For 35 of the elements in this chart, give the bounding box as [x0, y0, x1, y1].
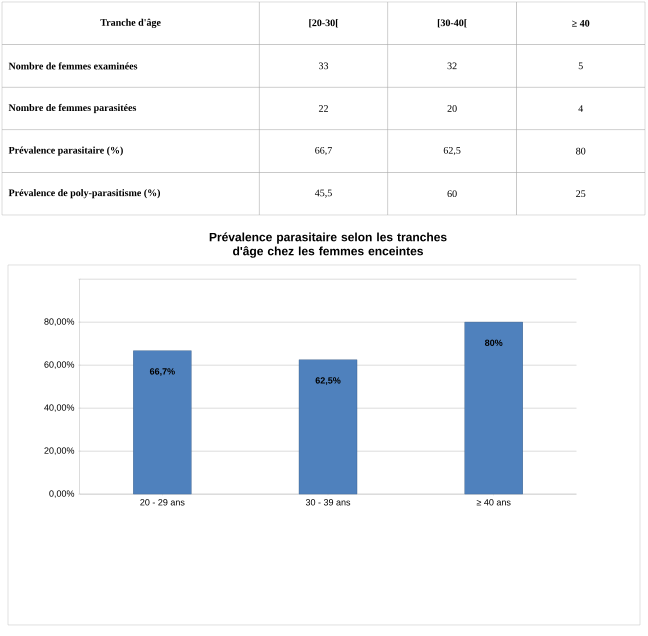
text: 32 — [448, 62, 457, 70]
text: Prévalence parasitaire (%) — [8, 146, 123, 156]
y-tick-label: 20,00% — [44, 447, 74, 455]
text: Prévalence de poly-parasitisme (%) — [8, 189, 160, 198]
text: Nombre de femmes examinées — [8, 62, 138, 70]
text: 33 — [318, 62, 328, 70]
chart-title: Prévalence parasitaire selon les tranches d'âge chez les femmes enceintes — [210, 232, 447, 258]
text: Tranche d'âge — [100, 18, 161, 28]
text: 62,5 — [444, 147, 460, 156]
text: 4 — [578, 105, 584, 112]
text: 45,5 — [314, 190, 332, 198]
text: ≥ 40 — [572, 20, 590, 27]
x-tick-label: 30 - 39 ans — [306, 499, 350, 506]
data-label: 80% — [484, 340, 502, 346]
data-label: 66,7% — [150, 368, 175, 376]
y-tick-label: 40,00% — [44, 404, 74, 412]
x-tick-label: ≥ 40 ans — [476, 499, 511, 506]
y-tick-label: 60,00% — [44, 361, 74, 369]
text: [30-40[ — [438, 19, 467, 28]
bar — [133, 350, 192, 494]
bar — [298, 360, 358, 494]
text: Nombre de femmes parasitées — [8, 104, 136, 114]
text: 22 — [318, 105, 328, 112]
text: 60 — [448, 190, 457, 198]
text: 20 — [448, 105, 457, 112]
text: 80 — [576, 148, 586, 154]
text: 66,7 — [315, 147, 332, 156]
data-label: 62,5% — [316, 377, 341, 385]
y-tick-label: 80,00% — [44, 318, 74, 326]
text: [20-30[ — [309, 19, 338, 28]
text: 5 — [578, 62, 583, 70]
bar — [464, 322, 523, 494]
y-tick-label: 0,00% — [49, 490, 74, 498]
x-tick-label: 20 - 29 ans — [140, 499, 185, 506]
text: 25 — [576, 190, 586, 198]
